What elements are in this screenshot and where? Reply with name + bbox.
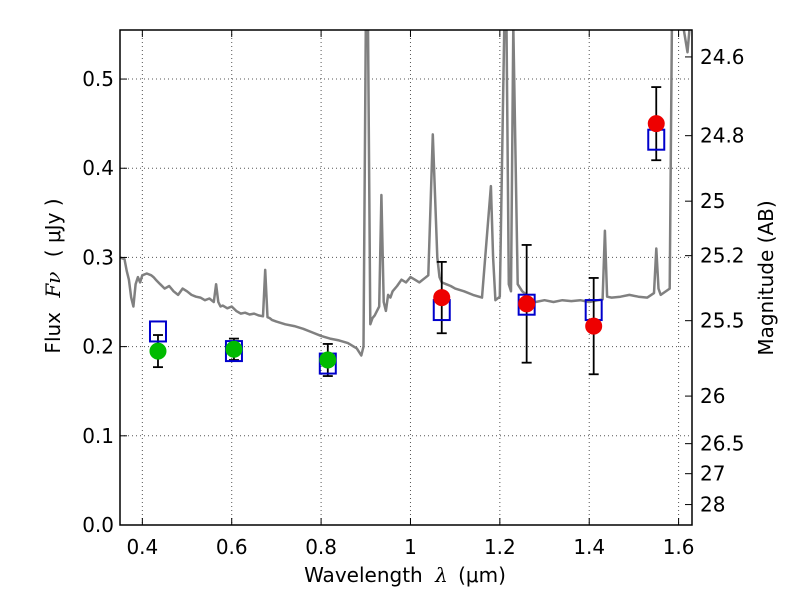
x-tick-label: 0.6 [216, 535, 248, 559]
mag-tick-label: 24.8 [700, 124, 745, 148]
y2-axis-title: Magnitude (AB) [754, 200, 778, 355]
y-tick-label: 0.1 [82, 424, 114, 448]
x-tick-label: 1 [404, 535, 417, 559]
mag-tick-label: 25 [700, 189, 725, 213]
model-spectrum-line [120, 30, 691, 357]
mag-tick-label: 25.2 [700, 244, 745, 268]
x-tick-label: 1.6 [663, 535, 695, 559]
infrared-data-point [585, 317, 603, 335]
y-tick-label: 0.4 [82, 156, 114, 180]
x-tick-label: 0.8 [305, 535, 337, 559]
tick-layer: 0.4 0.6 0.8 1 1.2 1.4 1.6 0.0 0.1 0.2 0.3 0.4 0.5 24.… [82, 30, 745, 559]
mag-tick-label: 28 [700, 493, 725, 517]
y-tick-label: 0.5 [82, 67, 114, 91]
mag-tick-label: 26 [700, 384, 725, 408]
mag-tick-label: 25.5 [700, 309, 745, 333]
infrared-data-point [518, 295, 536, 313]
x-tick-label: 1.4 [573, 535, 605, 559]
y-axis-title: Flux Fν ( μJy ) [41, 198, 65, 353]
point-layer [148, 115, 666, 375]
y-tick-label: 0.3 [82, 245, 114, 269]
y-tick-label: 0.0 [82, 513, 114, 537]
model-photometry-square [148, 320, 167, 343]
model-layer [120, 30, 691, 357]
x-axis-title: Wavelength λ (μm) [304, 563, 506, 587]
mag-tick-label: 24.6 [700, 45, 745, 69]
infrared-data-point [647, 115, 665, 133]
mag-tick-label: 26.5 [700, 432, 745, 456]
optical-data-point [225, 340, 243, 358]
errorbar-layer [152, 86, 662, 377]
mag-tick-label: 27 [700, 462, 725, 486]
plot-frame [119, 29, 693, 526]
y-tick-label: 0.2 [82, 335, 114, 359]
optical-data-point [319, 351, 337, 369]
x-tick-label: 1.2 [484, 535, 516, 559]
optical-data-point [149, 342, 167, 360]
infrared-data-point [433, 289, 451, 307]
x-tick-label: 0.4 [126, 535, 158, 559]
